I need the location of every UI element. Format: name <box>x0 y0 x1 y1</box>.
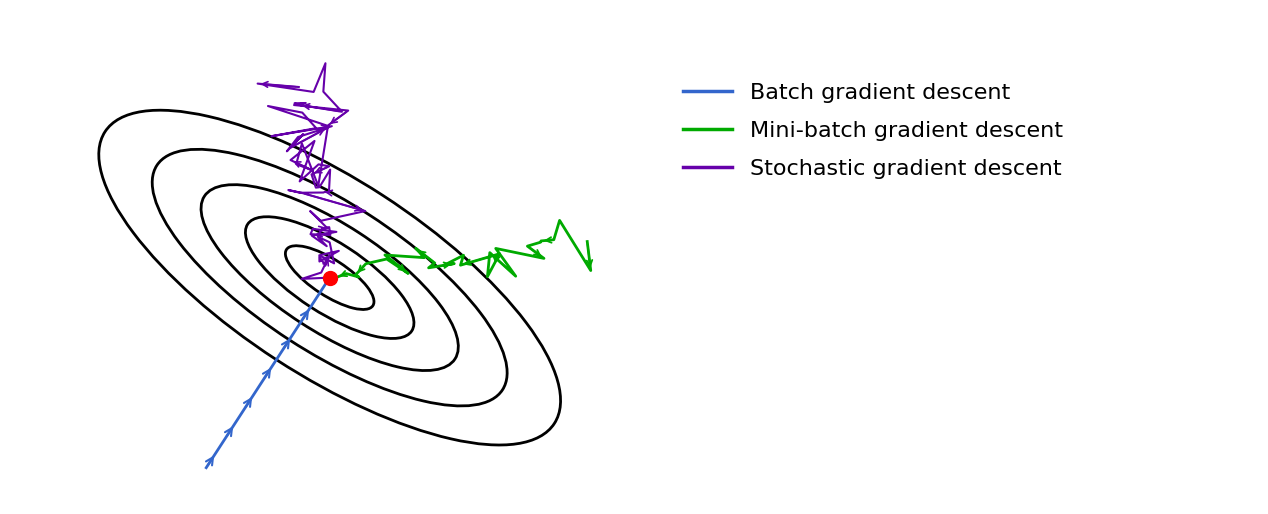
Legend: Batch gradient descent, Mini-batch gradient descent, Stochastic gradient descent: Batch gradient descent, Mini-batch gradi… <box>683 83 1063 179</box>
